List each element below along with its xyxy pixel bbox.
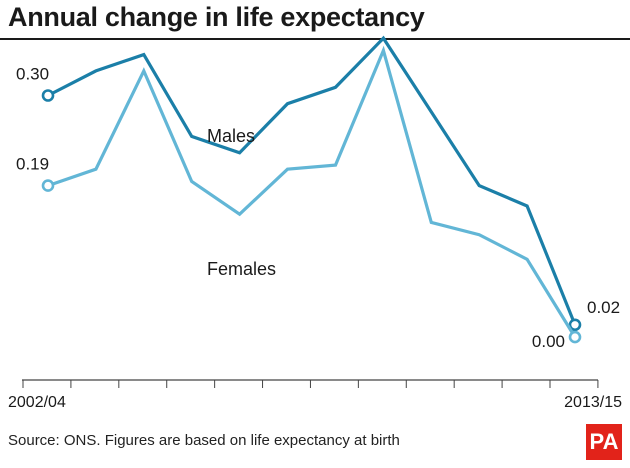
start-value-label-females: 0.19 bbox=[16, 155, 49, 174]
series-line-females bbox=[47, 45, 577, 338]
data-point-males-0 bbox=[41, 89, 55, 102]
series-line-males bbox=[47, 35, 577, 326]
series-name-label-males: Males bbox=[207, 126, 255, 146]
data-point-males-11 bbox=[568, 318, 582, 332]
start-value-label-males: 0.30 bbox=[16, 65, 49, 84]
x-tick-label-start: 2002/04 bbox=[8, 394, 66, 411]
end-value-label-females: 0.00 bbox=[532, 332, 565, 351]
series-layer bbox=[41, 35, 582, 344]
series-name-label-females: Females bbox=[207, 259, 276, 279]
label-layer: 0.30 0.02 Males 0.19 0.00 Females bbox=[16, 65, 620, 352]
title-rule bbox=[0, 38, 630, 40]
chart-title: Annual change in life expectancy bbox=[8, 2, 425, 32]
x-axis: 2002/04 2013/15 bbox=[8, 379, 622, 411]
pa-logo: PA bbox=[586, 424, 622, 460]
source-note: Source: ONS. Figures are based on life e… bbox=[8, 432, 400, 449]
data-point-females-0 bbox=[41, 179, 55, 192]
line-chart: 2002/04 2013/15 0.30 0.02 Males 0.19 0.00 Fema… bbox=[8, 35, 622, 411]
x-tick-label-end: 2013/15 bbox=[564, 394, 622, 411]
end-value-label-males: 0.02 bbox=[587, 298, 620, 317]
data-point-females-11 bbox=[568, 330, 582, 344]
